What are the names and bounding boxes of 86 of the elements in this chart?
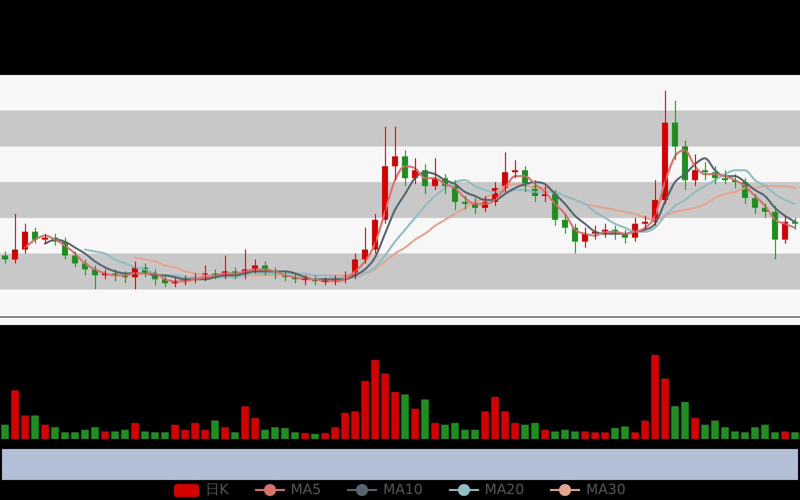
bar [621,426,629,439]
bar [531,423,539,439]
bar [661,378,669,439]
legend-label: MA20 [484,482,524,498]
bar [401,394,409,439]
bar [61,432,69,439]
bar [31,415,39,439]
bar [341,412,349,439]
bar [51,427,59,439]
bar [41,424,49,439]
bar [1,424,9,439]
bar [11,390,19,439]
bar [251,418,259,439]
bar [561,430,569,439]
bar [751,427,759,439]
bar [431,423,439,439]
bar [151,432,159,439]
bar [781,431,789,439]
bar [471,430,479,439]
bar [721,427,729,439]
bar [651,355,659,439]
bar [231,432,239,439]
bar [101,431,109,439]
bar [131,423,139,439]
bar [81,430,89,439]
bar [441,424,449,439]
legend-label: 日K [205,482,229,498]
bar [211,420,219,439]
bar [371,360,379,439]
bar [631,432,639,439]
bar [261,430,269,439]
bar [141,431,149,439]
bar [481,411,489,439]
bar [181,430,189,439]
bar [171,424,179,439]
bar [351,411,359,439]
bar [681,402,689,439]
bar [641,420,649,439]
bar [411,408,419,439]
bar [221,427,229,439]
bar [91,427,99,439]
bar [521,424,529,439]
bar [771,432,779,439]
bar [741,432,749,439]
bar [321,433,329,439]
bar [511,423,519,439]
bar [791,432,799,439]
bar [451,423,459,439]
bar [761,424,769,439]
bar [581,431,589,439]
bar [611,428,619,439]
bar [461,430,469,439]
bar [671,406,679,439]
bar [601,432,609,439]
bar [571,431,579,439]
bar [551,431,559,439]
bar [591,432,599,439]
candlestick [302,274,308,286]
bar [381,373,389,439]
bar [271,427,279,439]
bar [731,431,739,439]
bar [71,432,79,439]
legend-label: MA30 [586,482,626,498]
bar [21,415,29,439]
bar [191,423,199,439]
bar [201,430,209,439]
bar [161,432,169,439]
bar [691,418,699,439]
bar [111,431,119,439]
bar [301,433,309,439]
bar [331,427,339,439]
bar [241,406,249,439]
bar [281,428,289,439]
legend-label: MA10 [383,482,423,498]
legend-label: MA5 [290,482,322,498]
bar [361,381,369,439]
bar [121,430,129,439]
bar [491,397,499,439]
bar [391,392,399,439]
bar [421,400,429,439]
bar [711,420,719,439]
bar [501,411,509,439]
bar [541,430,549,439]
bar [291,432,299,439]
bar [701,424,709,439]
bar [311,434,319,439]
